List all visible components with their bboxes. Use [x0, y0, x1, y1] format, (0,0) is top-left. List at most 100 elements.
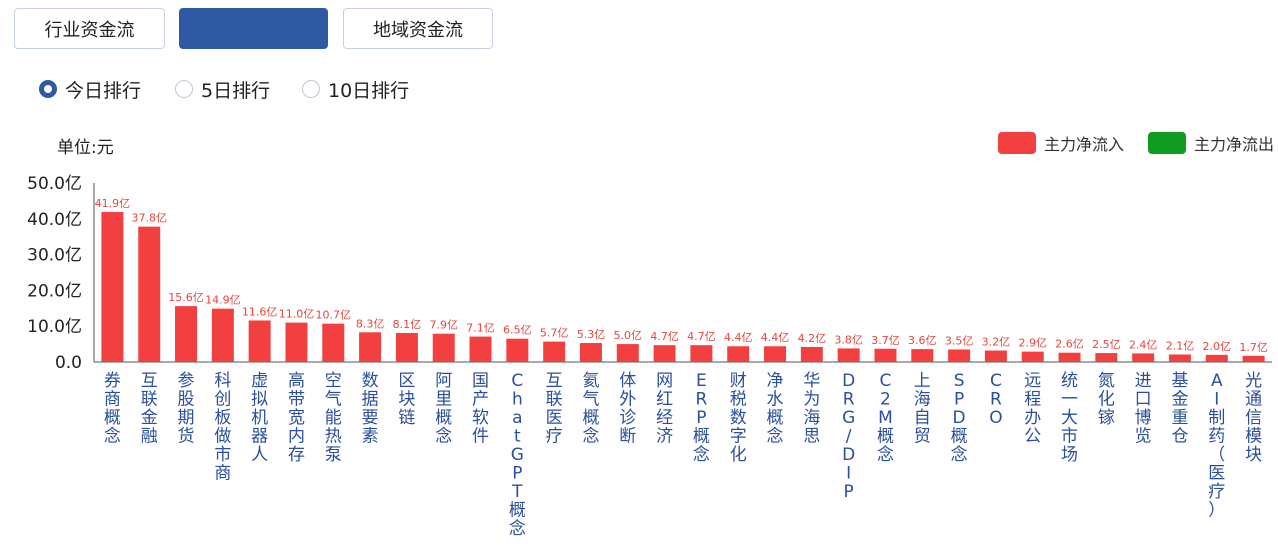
- x-category-label: 空气能热泵: [325, 371, 342, 465]
- bar-value-label: 3.2亿: [982, 336, 1011, 349]
- y-tick-label: 50.0亿: [27, 174, 82, 194]
- tab-industry-flow-label: 行业资金流: [44, 19, 135, 41]
- bar-value-label: 5.7亿: [540, 327, 569, 340]
- bar-value-label: 4.2亿: [798, 332, 827, 345]
- x-category-label: 数据要素: [362, 371, 379, 447]
- bar-value-label: 10.7亿: [316, 309, 352, 322]
- x-category-label: 券商概念: [104, 371, 121, 447]
- bar[interactable]: [1058, 352, 1081, 362]
- bar[interactable]: [1168, 354, 1191, 362]
- bar[interactable]: [395, 333, 418, 362]
- x-category-label: D R G / D I P: [842, 371, 855, 502]
- x-category-label: 氮化镓: [1098, 371, 1115, 428]
- x-category-label: 国产软件: [472, 371, 489, 447]
- bar[interactable]: [1132, 353, 1155, 362]
- y-tick-label: 20.0亿: [27, 281, 82, 301]
- bar[interactable]: [911, 349, 934, 362]
- bar-value-label: 2.5亿: [1092, 338, 1121, 351]
- tab-concept-flow[interactable]: 概念资金流: [179, 8, 328, 49]
- bar[interactable]: [948, 349, 971, 362]
- bar[interactable]: [101, 211, 124, 362]
- unit-label: 单位:元: [57, 138, 114, 158]
- bar-value-label: 3.5亿: [945, 334, 974, 347]
- x-category-label: 参股期货: [178, 371, 195, 447]
- tab-region-flow[interactable]: 地域资金流: [343, 8, 493, 49]
- bar-value-label: 2.6亿: [1055, 338, 1084, 351]
- bar[interactable]: [653, 345, 676, 362]
- legend-outflow-swatch: [1148, 132, 1186, 154]
- legend-inflow[interactable]: 主力净流入: [998, 131, 1124, 155]
- tab-industry-flow[interactable]: 行业资金流: [14, 8, 165, 49]
- bar[interactable]: [175, 306, 198, 362]
- bar[interactable]: [432, 333, 455, 362]
- y-tick-label: 40.0亿: [27, 210, 82, 230]
- x-category-label: S P D 概念: [951, 371, 968, 465]
- radio-10day-rank[interactable]: 10日排行: [302, 76, 409, 102]
- legend-inflow-swatch: [998, 132, 1036, 154]
- bar-value-label: 3.6亿: [908, 334, 937, 347]
- bar-value-label: 2.0亿: [1203, 340, 1232, 353]
- legend-outflow[interactable]: 主力净流出: [1148, 131, 1274, 155]
- bar-value-label: 8.1亿: [393, 318, 422, 331]
- radio-5day-rank[interactable]: 5日排行: [175, 76, 270, 102]
- bar-value-label: 6.5亿: [503, 324, 532, 337]
- bar[interactable]: [800, 346, 823, 362]
- x-category-label: 华为海思: [803, 371, 820, 447]
- x-category-label: 远程办公: [1024, 371, 1041, 447]
- bar[interactable]: [543, 341, 566, 362]
- bar[interactable]: [359, 332, 382, 362]
- x-category-label: 统一大市场: [1061, 371, 1078, 465]
- bar-value-label: 14.9亿: [205, 294, 241, 307]
- bar[interactable]: [579, 343, 602, 362]
- bar-value-label: 4.7亿: [687, 330, 716, 343]
- tab-region-flow-label: 地域资金流: [373, 19, 463, 41]
- bar-value-label: 1.7亿: [1239, 341, 1268, 354]
- bar-value-label: 4.7亿: [650, 330, 679, 343]
- x-category-label: 网红经济: [656, 371, 673, 447]
- bar[interactable]: [984, 350, 1007, 362]
- x-category-label: E R P 概念: [693, 371, 710, 465]
- radio-today-rank-label: 今日排行: [65, 79, 142, 102]
- x-category-label: 体外诊断: [619, 371, 636, 447]
- bar[interactable]: [727, 346, 750, 362]
- bar-value-label: 5.0亿: [614, 329, 643, 342]
- x-category-label: 财税数字化: [730, 371, 747, 465]
- x-category-label: 高带宽内存: [288, 371, 305, 465]
- legend-inflow-label: 主力净流入: [1044, 135, 1125, 154]
- x-category-label: 虚拟机器人: [251, 371, 268, 465]
- bar[interactable]: [138, 226, 161, 362]
- bar-value-label: 11.6亿: [242, 305, 278, 318]
- bar[interactable]: [616, 344, 639, 362]
- x-category-label: 科创板做市商: [214, 371, 231, 484]
- bar[interactable]: [248, 320, 271, 362]
- bar[interactable]: [322, 323, 345, 362]
- x-category-label: 区块链: [398, 371, 415, 428]
- bar-value-label: 11.0亿: [279, 308, 315, 321]
- bar-value-label: 7.9亿: [429, 319, 458, 332]
- bar[interactable]: [1095, 353, 1118, 362]
- bar[interactable]: [211, 308, 234, 362]
- radio-today-rank[interactable]: 今日排行: [39, 76, 141, 102]
- bar[interactable]: [690, 345, 713, 362]
- bar[interactable]: [506, 338, 529, 362]
- bar[interactable]: [285, 322, 308, 362]
- radio-5day-rank-label: 5日排行: [201, 79, 271, 102]
- bar[interactable]: [837, 348, 860, 362]
- x-category-label: A I 制药（医疗）: [1208, 371, 1225, 521]
- bar-value-label: 2.4亿: [1129, 338, 1158, 351]
- bar[interactable]: [874, 348, 897, 362]
- bar[interactable]: [1242, 355, 1265, 362]
- x-category-label: C 2 M 概念: [877, 371, 894, 465]
- x-category-label: 阿里概念: [435, 371, 452, 447]
- bar-value-label: 2.9亿: [1018, 337, 1047, 350]
- bar[interactable]: [469, 336, 492, 362]
- x-category-label: 互联金融: [141, 371, 158, 447]
- bar[interactable]: [1021, 351, 1044, 362]
- bar[interactable]: [764, 346, 787, 362]
- bar-value-label: 4.4亿: [724, 331, 753, 344]
- x-category-label: 上海自贸: [914, 371, 931, 447]
- bar[interactable]: [1205, 354, 1228, 362]
- bar-value-label: 7.1亿: [466, 322, 495, 335]
